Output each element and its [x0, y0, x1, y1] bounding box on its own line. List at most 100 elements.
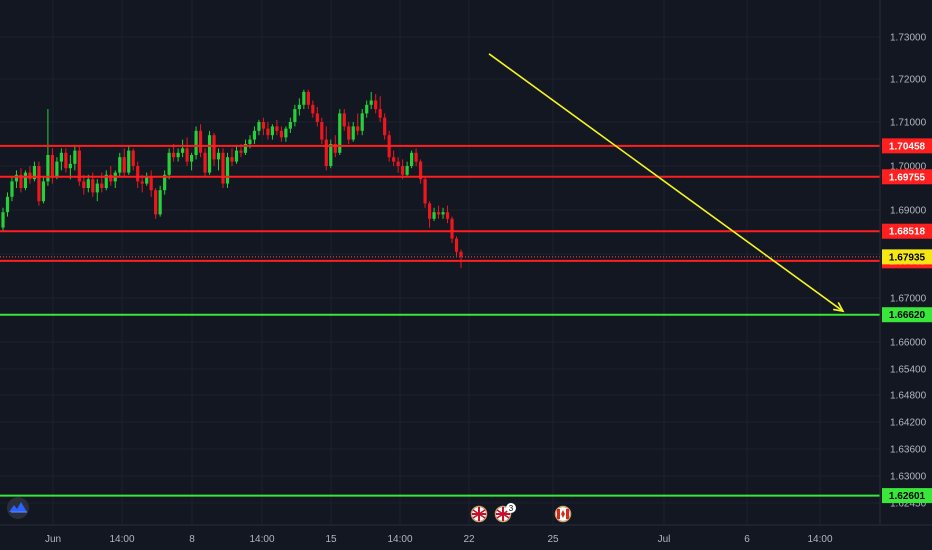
candle [432, 207, 436, 221]
grid [0, 0, 880, 525]
candle [329, 139, 333, 169]
candle [37, 161, 41, 206]
candle [410, 150, 414, 169]
candle [311, 100, 315, 118]
level-price-label: 1.68518 [882, 223, 932, 239]
candle [293, 104, 297, 127]
candle [207, 130, 212, 175]
candle [221, 148, 225, 188]
candle [127, 146, 131, 175]
candle [405, 161, 409, 177]
candle [163, 170, 167, 195]
candle [436, 205, 441, 219]
candle [176, 148, 180, 162]
candle [360, 109, 364, 136]
candle [212, 133, 216, 166]
trend-arrow-line[interactable] [488, 53, 844, 312]
current-price-label: 1.67935 [882, 249, 932, 265]
candle [234, 146, 239, 164]
candle [338, 109, 342, 155]
candle [374, 94, 378, 114]
candle [136, 161, 140, 188]
time-tick-label: 25 [547, 534, 559, 545]
candle [378, 96, 382, 122]
candle [10, 177, 14, 202]
candle [297, 98, 301, 116]
price-tick-label: 1.69000 [890, 206, 927, 217]
candle [365, 100, 369, 118]
price-tick-label: 1.70000 [890, 162, 927, 173]
candle [230, 148, 234, 166]
candle [279, 126, 283, 142]
svg-text:1.70458: 1.70458 [889, 141, 926, 152]
time-axis[interactable]: Jun 14:00 8 14:00 15 14:00 22 25 Jul 6 14:00 [45, 534, 833, 545]
candle [450, 216, 454, 243]
candle [185, 137, 189, 166]
candle [77, 146, 81, 186]
candle [225, 152, 230, 188]
time-tick-label: Jul [658, 534, 671, 545]
candle [252, 126, 257, 144]
candle [261, 117, 266, 136]
trend-arrow[interactable] [488, 53, 845, 313]
candle [459, 249, 463, 269]
candle [266, 122, 270, 140]
candle [454, 236, 459, 257]
candle [145, 172, 149, 186]
time-tick-label: 8 [189, 534, 195, 545]
candle [243, 139, 248, 155]
candle [315, 106, 319, 127]
time-tick-label: 22 [463, 534, 475, 545]
candle [14, 170, 19, 188]
tradingview-logo[interactable] [7, 497, 29, 519]
candle [324, 126, 328, 171]
svg-text:1.62601: 1.62601 [889, 491, 926, 502]
candle [356, 113, 360, 136]
candle [427, 201, 432, 228]
svg-text:1.68518: 1.68518 [889, 227, 926, 238]
uk-flag-event-icon[interactable] [470, 505, 488, 523]
time-tick-label: 14:00 [807, 534, 832, 545]
price-tick-label: 1.73000 [890, 33, 927, 44]
candle [270, 124, 275, 140]
candle [369, 91, 373, 110]
candle [167, 148, 171, 180]
trend-arrow-head [833, 302, 845, 313]
level-price-label: 1.69755 [882, 169, 932, 185]
canada-flag-event-icon[interactable] [554, 505, 572, 523]
price-tick-label: 1.63000 [890, 472, 927, 483]
price-tick-label: 1.64800 [890, 391, 927, 402]
candle [445, 205, 450, 224]
candle [181, 139, 185, 158]
candle [131, 148, 135, 171]
candle [189, 152, 194, 171]
candle [198, 124, 203, 158]
candle [423, 177, 427, 208]
candles [1, 89, 463, 269]
time-tick-label: 15 [325, 534, 337, 545]
candle [5, 192, 10, 217]
event-count-badge: 3 [506, 503, 516, 513]
candle [383, 113, 387, 140]
price-tick-label: 1.66000 [890, 338, 927, 349]
candle [95, 179, 99, 202]
svg-text:3: 3 [509, 504, 514, 513]
price-labels: 1.704581.697551.685181.678451.666201.626… [882, 138, 932, 504]
price-axis[interactable]: 1.730001.720001.710001.700001.690001.680… [890, 33, 927, 510]
candle [82, 174, 86, 195]
price-tick-label: 1.64200 [890, 418, 927, 429]
svg-text:1.67935: 1.67935 [889, 252, 926, 263]
candle [194, 126, 198, 160]
price-tick-label: 1.65400 [890, 365, 927, 376]
candle [149, 170, 153, 197]
time-tick-label: 6 [744, 534, 750, 545]
price-tick-label: 1.71000 [890, 118, 927, 129]
candle [302, 89, 306, 110]
candle [1, 207, 5, 232]
candle [288, 117, 292, 133]
level-price-label: 1.62601 [882, 488, 932, 504]
candle [104, 170, 108, 191]
time-tick-label: 14:00 [249, 534, 274, 545]
